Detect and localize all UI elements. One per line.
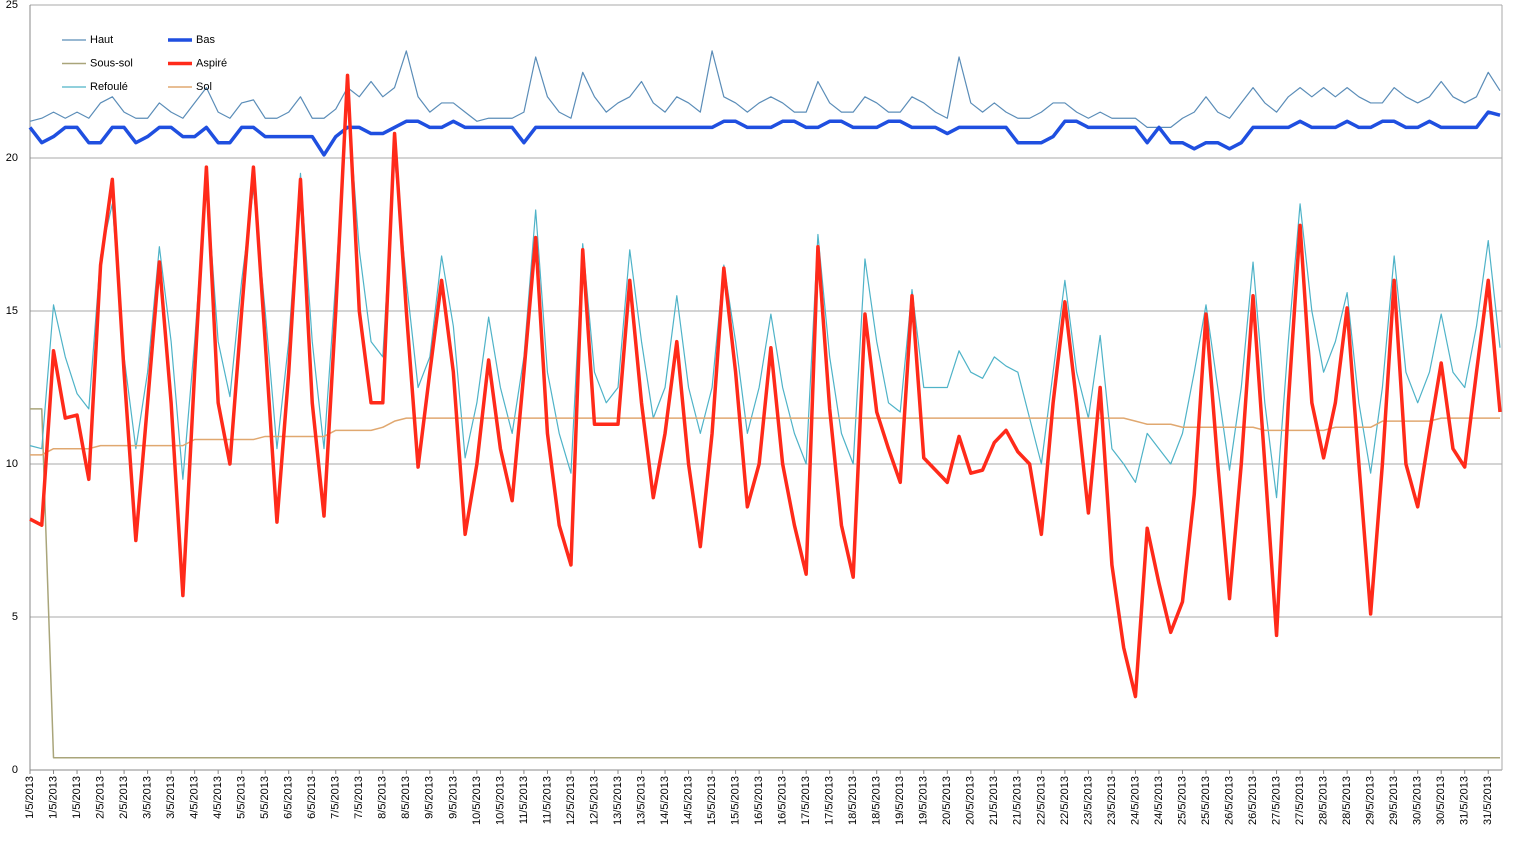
- x-tick-label: 28/5/2013: [1318, 776, 1330, 825]
- x-tick-label: 23/5/2013: [1106, 776, 1118, 825]
- x-tick-label: 14/5/2013: [659, 776, 671, 825]
- x-tick-label: 22/5/2013: [1035, 776, 1047, 825]
- x-tick-label: 1/5/2013: [47, 776, 59, 819]
- x-tick-label: 26/5/2013: [1247, 776, 1259, 825]
- y-tick-label: 5: [12, 611, 18, 623]
- legend-label: Bas: [196, 34, 215, 46]
- x-tick-label: 9/5/2013: [424, 776, 436, 819]
- x-tick-label: 15/5/2013: [730, 776, 742, 825]
- x-tick-label: 11/5/2013: [518, 776, 530, 824]
- x-tick-label: 20/5/2013: [941, 776, 953, 825]
- x-tick-label: 5/5/2013: [259, 776, 271, 819]
- x-tick-label: 30/5/2013: [1412, 776, 1424, 825]
- x-tick-label: 28/5/2013: [1341, 776, 1353, 825]
- x-tick-label: 16/5/2013: [777, 776, 789, 825]
- x-tick-label: 29/5/2013: [1365, 776, 1377, 825]
- x-tick-label: 26/5/2013: [1223, 776, 1235, 825]
- x-tick-label: 29/5/2013: [1388, 776, 1400, 825]
- x-tick-label: 5/5/2013: [236, 776, 248, 819]
- legend-label: Aspiré: [196, 57, 227, 69]
- legend-label: Sol: [196, 81, 212, 93]
- y-tick-label: 0: [12, 764, 18, 776]
- x-tick-label: 19/5/2013: [918, 776, 930, 825]
- x-tick-label: 31/5/2013: [1459, 776, 1471, 825]
- x-tick-label: 20/5/2013: [965, 776, 977, 825]
- legend-label: Refoulé: [90, 81, 128, 93]
- x-tick-label: 19/5/2013: [894, 776, 906, 825]
- y-tick-label: 10: [6, 458, 18, 470]
- x-tick-label: 25/5/2013: [1200, 776, 1212, 825]
- y-tick-label: 15: [6, 305, 18, 317]
- x-tick-label: 25/5/2013: [1176, 776, 1188, 825]
- x-tick-label: 17/5/2013: [800, 776, 812, 825]
- legend-label: Sous-sol: [90, 57, 133, 69]
- x-tick-label: 12/5/2013: [588, 776, 600, 825]
- x-tick-label: 31/5/2013: [1482, 776, 1494, 825]
- x-tick-label: 7/5/2013: [330, 776, 342, 819]
- series-line: [29, 73, 1502, 699]
- x-tick-label: 1/5/2013: [71, 776, 83, 819]
- x-tick-label: 10/5/2013: [471, 776, 483, 825]
- x-tick-label: 17/5/2013: [824, 776, 836, 825]
- x-tick-label: 27/5/2013: [1294, 776, 1306, 825]
- x-tick-label: 14/5/2013: [682, 776, 694, 825]
- x-tick-label: 18/5/2013: [871, 776, 883, 825]
- x-tick-label: 6/5/2013: [283, 776, 295, 819]
- x-tick-label: 8/5/2013: [400, 776, 412, 819]
- x-tick-label: 6/5/2013: [306, 776, 318, 819]
- x-tick-label: 13/5/2013: [635, 776, 647, 825]
- x-tick-label: 22/5/2013: [1059, 776, 1071, 825]
- x-tick-label: 8/5/2013: [377, 776, 389, 819]
- series-line: [28, 110, 1501, 157]
- x-tick-label: 24/5/2013: [1153, 776, 1165, 825]
- series-line: [29, 96, 1501, 499]
- y-tick-label: 25: [6, 0, 18, 11]
- x-tick-label: 18/5/2013: [847, 776, 859, 825]
- x-tick-label: 4/5/2013: [189, 776, 201, 819]
- x-tick-label: 3/5/2013: [165, 776, 177, 819]
- x-tick-label: 24/5/2013: [1129, 776, 1141, 825]
- series-line: [29, 50, 1501, 129]
- x-tick-label: 2/5/2013: [118, 776, 130, 819]
- x-tick-label: 15/5/2013: [706, 776, 718, 825]
- y-tick-label: 20: [6, 152, 18, 164]
- series-line: [30, 408, 1500, 759]
- x-tick-label: 10/5/2013: [494, 776, 506, 825]
- x-tick-label: 23/5/2013: [1082, 776, 1094, 825]
- x-tick-label: 9/5/2013: [447, 776, 459, 819]
- legend-label: Haut: [90, 34, 113, 46]
- x-tick-label: 16/5/2013: [753, 776, 765, 825]
- x-tick-label: 12/5/2013: [565, 776, 577, 825]
- x-tick-label: 2/5/2013: [94, 776, 106, 819]
- x-tick-label: 3/5/2013: [142, 776, 154, 819]
- x-tick-label: 21/5/2013: [1012, 776, 1024, 825]
- x-tick-label: 4/5/2013: [212, 776, 224, 819]
- x-tick-label: 1/5/2013: [24, 776, 36, 819]
- x-tick-label: 30/5/2013: [1435, 776, 1447, 825]
- x-tick-label: 7/5/2013: [353, 776, 365, 819]
- x-tick-label: 13/5/2013: [612, 776, 624, 825]
- x-tick-label: 27/5/2013: [1270, 776, 1282, 825]
- x-tick-label: 21/5/2013: [988, 776, 1000, 825]
- x-tick-label: 11/5/2013: [541, 776, 553, 824]
